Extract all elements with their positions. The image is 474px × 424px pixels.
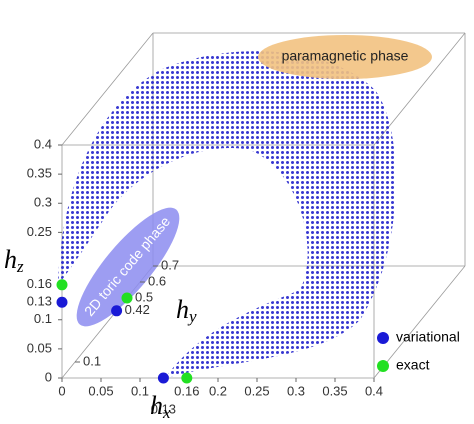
point [157, 372, 169, 384]
x-tick-label: 0.16 [174, 383, 199, 398]
axis-label: hx [150, 391, 171, 422]
box-edge [61, 32, 154, 146]
axis-label-sub: x [162, 403, 171, 422]
z-tick-label: 0.4 [34, 136, 52, 151]
z-tick-label: 0.16 [27, 276, 52, 291]
point [111, 305, 123, 317]
legend-label: variational [396, 329, 460, 345]
z-tick-label: 0.1 [34, 311, 52, 326]
point [181, 372, 193, 384]
axis-label-sub: y [187, 307, 197, 326]
box-edge [373, 265, 466, 379]
legend-marker [377, 360, 389, 372]
axis-label-base: h [150, 391, 163, 420]
z-tick-label: 0.13 [27, 294, 52, 309]
y-tick-label: 0.42 [125, 302, 150, 317]
x-tick-label: 0.1 [131, 383, 149, 398]
x-tick-label: 0.3 [287, 383, 305, 398]
y-tick-label: 0.6 [148, 273, 166, 288]
legend-label: exact [396, 357, 430, 373]
axis-label-sub: z [16, 257, 24, 276]
x-tick-label: 0.05 [88, 383, 113, 398]
point [56, 296, 68, 308]
point [121, 292, 133, 304]
annotation: paramagnetic phase [282, 48, 409, 64]
legend-marker [377, 332, 389, 344]
z-tick-label: 0.05 [27, 340, 52, 355]
x-tick-label: 0.2 [209, 383, 227, 398]
axis-label: hz [4, 245, 24, 276]
z-tick-label: 0.35 [27, 166, 52, 181]
axis-label-base: h [4, 245, 17, 274]
axis-label: hy [176, 295, 197, 326]
z-tick-label: 0 [45, 369, 52, 384]
z-tick-label: 0.25 [27, 224, 52, 239]
toric-region [76, 207, 180, 327]
x-tick-label: 0.13 [151, 401, 176, 416]
x-tick-label: 0.4 [365, 383, 383, 398]
axis-label-base: h [176, 295, 189, 324]
surface [58, 51, 396, 379]
paramagnetic-region [258, 35, 432, 79]
x-tick-label: 0.35 [322, 383, 347, 398]
y-tick-label: 0.5 [135, 289, 153, 304]
y-tick-label: 0.7 [161, 257, 179, 272]
y-tick-label: 0.1 [83, 353, 101, 368]
point [56, 279, 68, 291]
x-tick-label: 0.25 [244, 383, 269, 398]
z-tick-label: 0.3 [34, 195, 52, 210]
x-tick-label: 0 [58, 383, 65, 398]
